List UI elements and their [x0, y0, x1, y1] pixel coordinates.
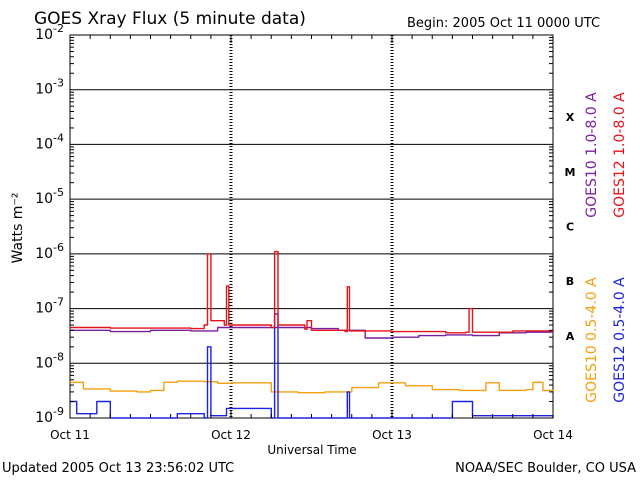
y-tick-label: 10-9: [35, 405, 64, 426]
plot-area: [69, 34, 554, 419]
y-tick-label: 10-3: [35, 77, 64, 98]
x-axis-ticks: Oct 11 Oct 12 Oct 13 Oct 14: [50, 35, 573, 442]
begin-time-label: Begin: 2005 Oct 11 0000 UTC: [407, 16, 600, 31]
legend-entry: GOES10 1.0-8.0 A: [584, 92, 600, 218]
x-tick-label: Oct 13: [372, 428, 412, 442]
x-tick-label: Oct 11: [50, 428, 90, 442]
series-line-goes12-1-0-8-0-a: [70, 250, 554, 334]
y-tick-label: 10-7: [35, 296, 64, 317]
series-line-goes12-0-5-4-0-a: [70, 313, 554, 419]
x-tick-label: Oct 14: [533, 428, 573, 442]
flare-class-x: X: [566, 111, 575, 124]
chart-title: GOES Xray Flux (5 minute data): [34, 9, 306, 29]
series-line-goes10-0-5-4-0-a: [70, 380, 554, 394]
y-axis-label: Watts m⁻²: [10, 193, 26, 264]
x-axis-label: Universal Time: [267, 443, 356, 457]
y-tick-label: 10-6: [35, 241, 64, 262]
credit-label: NOAA/SEC Boulder, CO USA: [455, 461, 636, 476]
y-axis-ticks: 10-2 10-3 10-4 10-5 10-6 10-7 10-8 10-9: [35, 22, 553, 426]
updated-timestamp: Updated 2005 Oct 13 23:56:02 UTC: [2, 461, 234, 476]
y-tick-label: 10-4: [35, 131, 64, 152]
series-layer: [70, 250, 554, 419]
flare-class-c: C: [566, 221, 574, 234]
grid-horizontal: [70, 89, 553, 364]
y-tick-label: 10-8: [35, 350, 64, 371]
legend: GOES10 1.0-8.0 A GOES12 1.0-8.0 A GOES10 0…: [584, 92, 628, 403]
legend-entry: GOES12 1.0-8.0 A: [612, 92, 628, 218]
plot-frame: [69, 34, 554, 419]
x-tick-label: Oct 12: [211, 428, 251, 442]
flare-class-a: A: [566, 330, 575, 343]
flare-class-m: M: [565, 166, 576, 179]
legend-entry: GOES10 0.5-4.0 A: [584, 277, 600, 403]
flare-class-b: B: [566, 275, 574, 288]
legend-entry: GOES12 0.5-4.0 A: [612, 277, 628, 403]
flare-class-labels: X M C B A: [565, 111, 576, 343]
grid-vertical: [229, 35, 394, 418]
y-tick-label: 10-2: [35, 22, 64, 43]
y-tick-label: 10-5: [35, 186, 64, 207]
